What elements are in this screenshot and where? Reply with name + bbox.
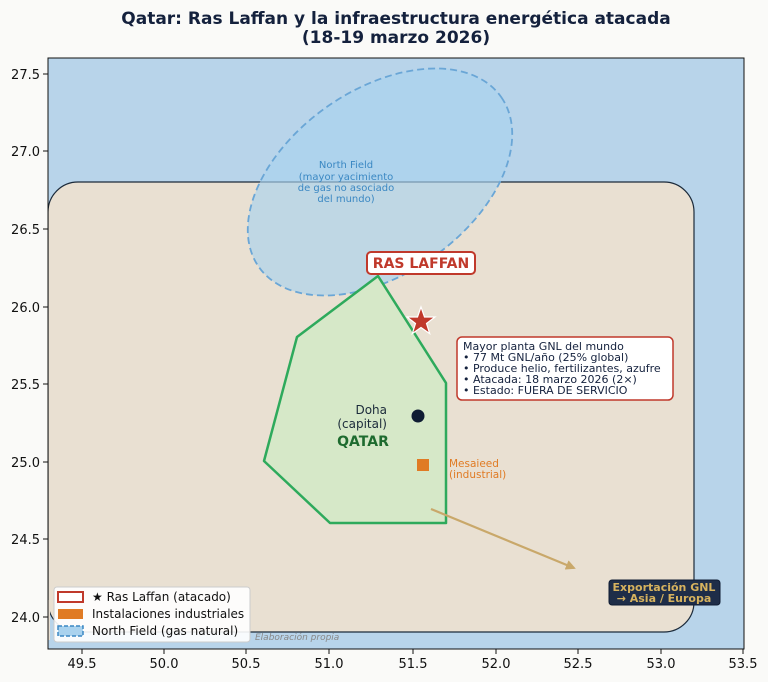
ras-laffan-info-box xyxy=(456,336,674,401)
x-axis: 49.5 50.0 50.5 51.0 51.5 52.0 52.5 53.0 … xyxy=(68,649,758,672)
doha-label-1: Doha xyxy=(355,403,387,417)
y-tick-label: 27.0 xyxy=(11,145,40,160)
mesaieed-label-2: (industrial) xyxy=(449,469,506,481)
y-tick-label: 25.0 xyxy=(11,456,40,471)
north-field-label-1: North Field xyxy=(319,160,373,171)
info-line-5: • Estado: FUERA DE SERVICIO xyxy=(463,384,628,397)
legend: ★ Ras Laffan (atacado) Instalaciones ind… xyxy=(53,586,251,643)
map-title-line2: (18-19 marzo 2026) xyxy=(302,28,490,48)
legend-swatch-industrial xyxy=(58,609,83,619)
north-field-label-2: (mayor yacimiento xyxy=(299,172,393,183)
source-note: Elaboración propia xyxy=(255,632,339,643)
y-axis: 27.5 27.0 26.5 26.0 25.5 25.0 24.5 24.0 xyxy=(11,68,48,626)
export-label-1: Exportación GNL xyxy=(613,581,716,594)
export-label-box xyxy=(608,579,721,606)
legend-label-north-field: North Field (gas natural) xyxy=(92,624,238,638)
x-tick-label: 51.5 xyxy=(399,657,428,672)
x-tick-label: 53.5 xyxy=(729,657,758,672)
x-tick-label: 51.0 xyxy=(315,657,344,672)
info-line-2: • 77 Mt GNL/año (25% global) xyxy=(463,351,628,364)
x-tick-label: 52.5 xyxy=(564,657,593,672)
info-line-4: • Atacada: 18 marzo 2026 (2×) xyxy=(463,373,637,386)
export-label-2: → Asia / Europa xyxy=(617,592,712,605)
y-tick-label: 26.5 xyxy=(11,223,40,238)
x-tick-label: 50.5 xyxy=(232,657,261,672)
y-tick-label: 24.0 xyxy=(11,611,40,626)
legend-label-ras-laffan: ★ Ras Laffan (atacado) xyxy=(92,590,231,604)
mesaieed-label-1: Mesaieed xyxy=(449,458,499,470)
x-tick-label: 49.5 xyxy=(68,657,97,672)
legend-label-industrial: Instalaciones industriales xyxy=(92,607,244,621)
y-tick-label: 27.5 xyxy=(11,68,40,83)
legend-swatch-ras-laffan xyxy=(57,591,84,603)
info-line-3: • Produce helio, fertilizantes, azufre xyxy=(463,362,661,375)
legend-swatch-north-field xyxy=(57,625,84,637)
qatar-label: QATAR xyxy=(337,434,389,450)
y-tick-label: 26.0 xyxy=(11,301,40,316)
land-edge xyxy=(48,600,50,640)
x-tick-label: 50.0 xyxy=(150,657,179,672)
export-arrow xyxy=(430,507,576,570)
mesaieed-industrial-marker xyxy=(417,459,429,471)
doha-label-2: (capital) xyxy=(337,417,387,431)
x-tick-label: 52.0 xyxy=(482,657,511,672)
north-field-label-3: de gas no asociado xyxy=(298,183,395,194)
north-field-label-4: del mundo) xyxy=(317,194,374,205)
ras-laffan-label: RAS LAFFAN xyxy=(373,256,469,272)
y-tick-label: 25.5 xyxy=(11,378,40,393)
x-tick-label: 53.0 xyxy=(647,657,676,672)
doha-marker xyxy=(411,409,425,423)
legend-box xyxy=(53,586,251,643)
info-line-1: Mayor planta GNL del mundo xyxy=(463,340,624,353)
map-title-line1: Qatar: Ras Laffan y la infraestructura e… xyxy=(121,9,670,29)
ras-laffan-label-box xyxy=(366,251,476,275)
plot-frame xyxy=(47,57,745,650)
qatar-territory xyxy=(262,274,448,525)
ras-laffan-star-icon xyxy=(405,305,437,336)
y-tick-label: 24.5 xyxy=(11,533,40,548)
